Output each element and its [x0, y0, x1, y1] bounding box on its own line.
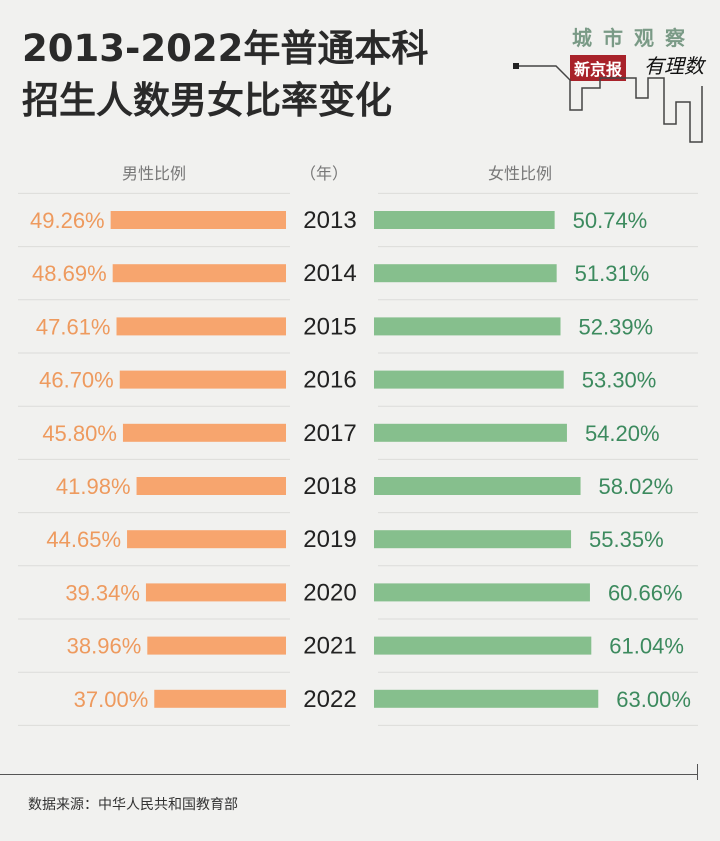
female-bar — [374, 370, 564, 389]
year-label: 2020 — [303, 579, 356, 606]
logo-column: 有理数 — [644, 54, 704, 78]
year-label: 2021 — [303, 633, 356, 660]
year-label: 2013 — [303, 207, 356, 234]
male-value-label: 46.70% — [39, 368, 114, 393]
male-value-label: 44.65% — [46, 527, 121, 552]
left-header: 男性比例 — [122, 164, 187, 183]
year-label: 2014 — [303, 260, 356, 287]
skyline-decoration — [516, 65, 703, 143]
bottom-divider-tick — [697, 764, 698, 780]
female-value-label: 50.74% — [573, 208, 648, 233]
male-value-label: 41.98% — [56, 474, 131, 499]
male-bar — [110, 211, 286, 229]
female-value-label: 51.31% — [575, 261, 650, 286]
female-value-label: 58.02% — [599, 474, 674, 499]
male-value-label: 48.69% — [32, 261, 107, 286]
male-bar — [136, 477, 286, 495]
center-header: （年） — [300, 164, 349, 183]
male-value-label: 39.34% — [65, 580, 140, 605]
female-value-label: 52.39% — [579, 314, 654, 339]
female-value-label: 53.30% — [582, 368, 657, 393]
female-bar — [374, 423, 567, 442]
female-value-label: 60.66% — [608, 580, 683, 605]
female-bar — [374, 530, 572, 549]
male-bar — [112, 264, 286, 283]
female-bar — [374, 477, 581, 495]
male-bar — [145, 583, 286, 602]
male-value-label: 45.80% — [42, 421, 117, 446]
female-bar — [374, 583, 590, 602]
chart-title-line-1: 2013-2022年普通本科 — [22, 27, 429, 70]
male-value-label: 38.96% — [67, 634, 142, 659]
female-value-label: 55.35% — [589, 527, 664, 552]
skyline-dot — [513, 63, 519, 69]
data-source: 数据来源：中华人民共和国教育部 — [28, 797, 238, 813]
male-value-label: 37.00% — [74, 687, 149, 712]
male-value-label: 49.26% — [30, 208, 105, 233]
male-bar — [147, 636, 286, 655]
logo-brand: 新京报 — [570, 55, 627, 81]
male-value-label: 47.61% — [36, 314, 111, 339]
year-label: 2017 — [303, 420, 356, 447]
female-bar — [374, 264, 557, 283]
female-value-label: 63.00% — [616, 687, 691, 712]
right-header: 女性比例 — [488, 164, 553, 183]
year-label: 2022 — [303, 686, 356, 713]
year-label: 2016 — [303, 367, 356, 394]
female-value-label: 54.20% — [585, 421, 660, 446]
female-bar — [374, 317, 561, 336]
male-bar — [122, 423, 287, 442]
male-bar — [127, 530, 287, 549]
logo: 城市观察 新京报 有理数 — [540, 10, 720, 150]
logo-top-text: 城市观察 — [572, 26, 696, 50]
male-bar — [116, 317, 287, 336]
male-bar — [119, 370, 286, 389]
year-label: 2019 — [303, 526, 356, 553]
female-bar — [374, 689, 599, 708]
female-bar — [374, 211, 555, 229]
year-label: 2015 — [303, 313, 356, 340]
bottom-divider — [0, 774, 698, 775]
female-value-label: 61.04% — [609, 634, 684, 659]
male-bar — [154, 689, 286, 708]
female-bar — [374, 636, 592, 655]
chart-title-line-2: 招生人数男女比率变化 — [22, 79, 392, 122]
year-label: 2018 — [303, 473, 356, 500]
